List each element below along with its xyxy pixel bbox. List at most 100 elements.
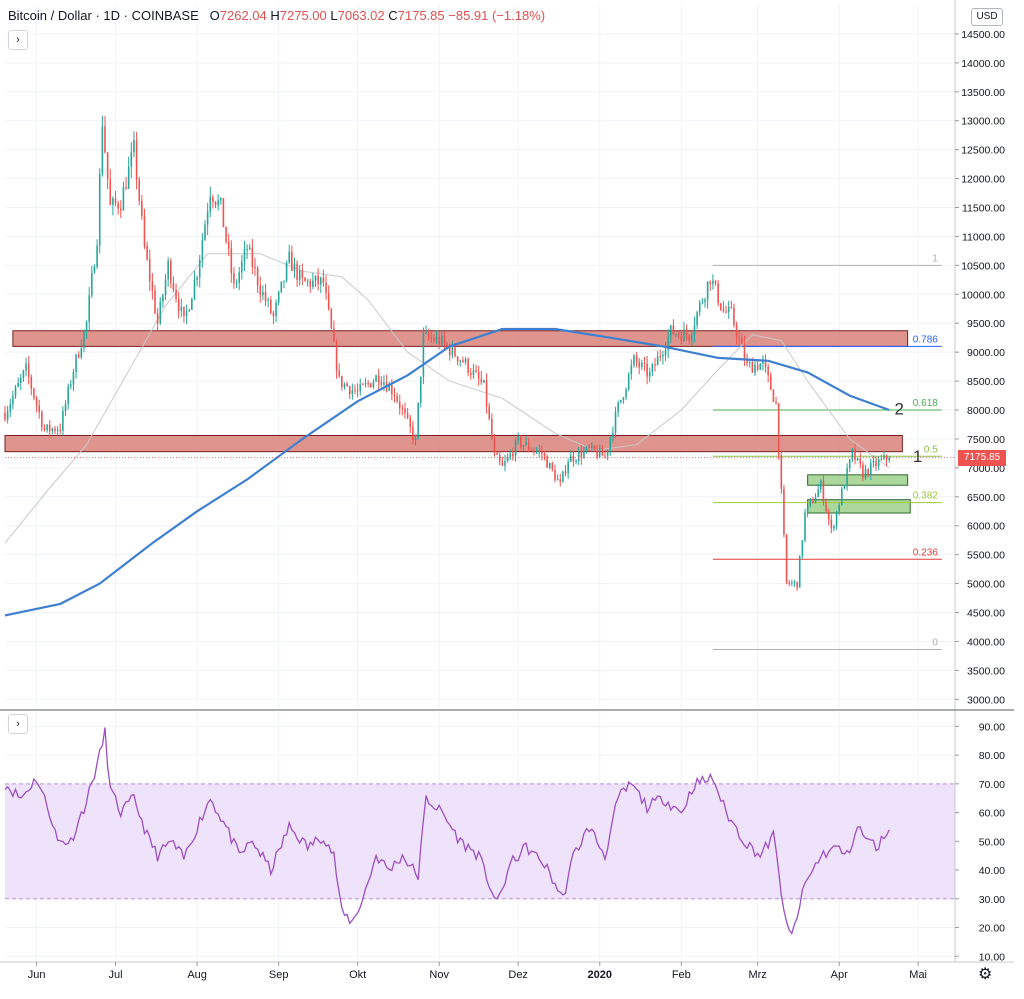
candle-body — [377, 375, 380, 383]
candle-body — [693, 325, 696, 335]
symbol-name: Bitcoin / Dollar — [8, 8, 92, 23]
candle-body — [570, 455, 572, 462]
candle-body — [41, 412, 43, 428]
gear-icon[interactable]: ⚙ — [978, 966, 993, 983]
candle-body — [62, 411, 64, 431]
candle-body — [383, 382, 385, 385]
axes-layer: 3000.00 3500.00 4000.00 4500.00 5000.00 5500.… — [0, 0, 1014, 981]
candle-body — [480, 378, 483, 383]
candle-body — [422, 332, 425, 377]
candle-body — [817, 489, 819, 498]
candle-body — [877, 459, 880, 467]
close-value: 7175.85 — [397, 8, 445, 23]
candle-body — [772, 389, 775, 402]
candle-body — [148, 259, 151, 282]
candle-body — [870, 462, 872, 475]
rsi-tick-label: 10.00 — [979, 951, 1005, 963]
candle-body — [606, 450, 609, 456]
candle-body — [317, 275, 319, 285]
time-tick-label: Dez — [508, 969, 528, 981]
candle-body — [698, 302, 701, 313]
candle-body — [348, 386, 351, 395]
candle-body — [27, 363, 30, 378]
candle-body — [283, 280, 285, 282]
candle-body — [25, 363, 27, 371]
candle-body — [575, 460, 577, 462]
candle-body — [780, 455, 783, 489]
price-tick-label: 9500.00 — [967, 318, 1005, 330]
candle-body — [662, 355, 664, 357]
candle-body — [330, 308, 333, 329]
candle-body — [143, 216, 146, 246]
candle-body — [243, 249, 246, 262]
candle-body — [288, 251, 290, 263]
candle-body — [496, 452, 498, 455]
fibonacci-retracement[interactable]: 1 0.786 0.618 0.5 0.382 0.236 0 — [712, 253, 942, 651]
candle-body — [20, 377, 22, 383]
candle-body — [683, 329, 685, 342]
candle-body — [391, 384, 393, 395]
candle-body — [180, 306, 183, 311]
candle-body — [509, 453, 512, 458]
price-tick-label: 7000.00 — [967, 463, 1005, 475]
candle-body — [567, 461, 569, 474]
time-tick-label: Okt — [349, 969, 366, 981]
legend-collapse-button[interactable]: › — [8, 30, 28, 50]
candle-body — [885, 455, 888, 461]
candle-body — [4, 412, 6, 420]
exchange-label: COINBASE — [131, 8, 199, 23]
candle-body — [146, 245, 148, 260]
candle-body — [414, 437, 417, 440]
rsi-collapse-button[interactable]: › — [8, 714, 28, 734]
candle-body — [164, 279, 167, 296]
last-price-tag: 7175.85 — [958, 449, 1006, 466]
candle-body — [225, 227, 227, 242]
candle-body — [862, 464, 864, 479]
interval-label[interactable]: 1D — [103, 8, 121, 23]
candle-body — [96, 245, 98, 267]
candle-body — [280, 281, 283, 292]
price-tick-label: 3500.00 — [967, 665, 1005, 677]
candle-body — [43, 427, 46, 431]
ma-short-line — [4, 253, 890, 544]
low-label: L — [330, 8, 338, 23]
candle-body — [12, 396, 14, 405]
candle-body — [627, 374, 630, 390]
candle-body — [162, 295, 164, 302]
candle-body — [617, 402, 619, 412]
ma-short-layer — [4, 253, 890, 544]
time-tick-label: Feb — [672, 969, 691, 981]
candle-body — [843, 486, 846, 489]
candle-body — [538, 450, 540, 452]
candle-body — [546, 456, 548, 468]
chart-header: Bitcoin / Dollar · 1D · COINBASE O7262.0… — [8, 8, 546, 23]
candle-body — [677, 334, 680, 336]
candle-body — [701, 301, 704, 303]
candle-body — [609, 437, 612, 451]
candle-body — [188, 310, 190, 312]
candle-body — [777, 403, 780, 456]
currency-badge[interactable]: USD — [971, 8, 1003, 26]
candle-body — [793, 581, 796, 583]
time-tick-label: 2020 — [587, 969, 611, 981]
candle-body — [120, 208, 122, 211]
candle-body — [291, 251, 293, 271]
candle-body — [801, 540, 804, 557]
candle-body — [306, 280, 309, 282]
candle-body — [67, 386, 69, 405]
candle-body — [341, 375, 343, 388]
candle-body — [293, 263, 296, 271]
candle-body — [88, 295, 90, 322]
candle-body — [483, 379, 485, 383]
candle-body — [56, 430, 59, 432]
candle-body — [791, 582, 793, 584]
fib-level-label: 0.5 — [924, 444, 938, 455]
candle-body — [838, 504, 840, 512]
candle-body — [17, 382, 19, 387]
candle-body — [425, 332, 427, 334]
candle-body — [233, 273, 235, 284]
price-tick-label: 8000.00 — [967, 405, 1005, 417]
candle-body — [298, 270, 301, 280]
rsi-tick-label: 40.00 — [979, 865, 1005, 877]
